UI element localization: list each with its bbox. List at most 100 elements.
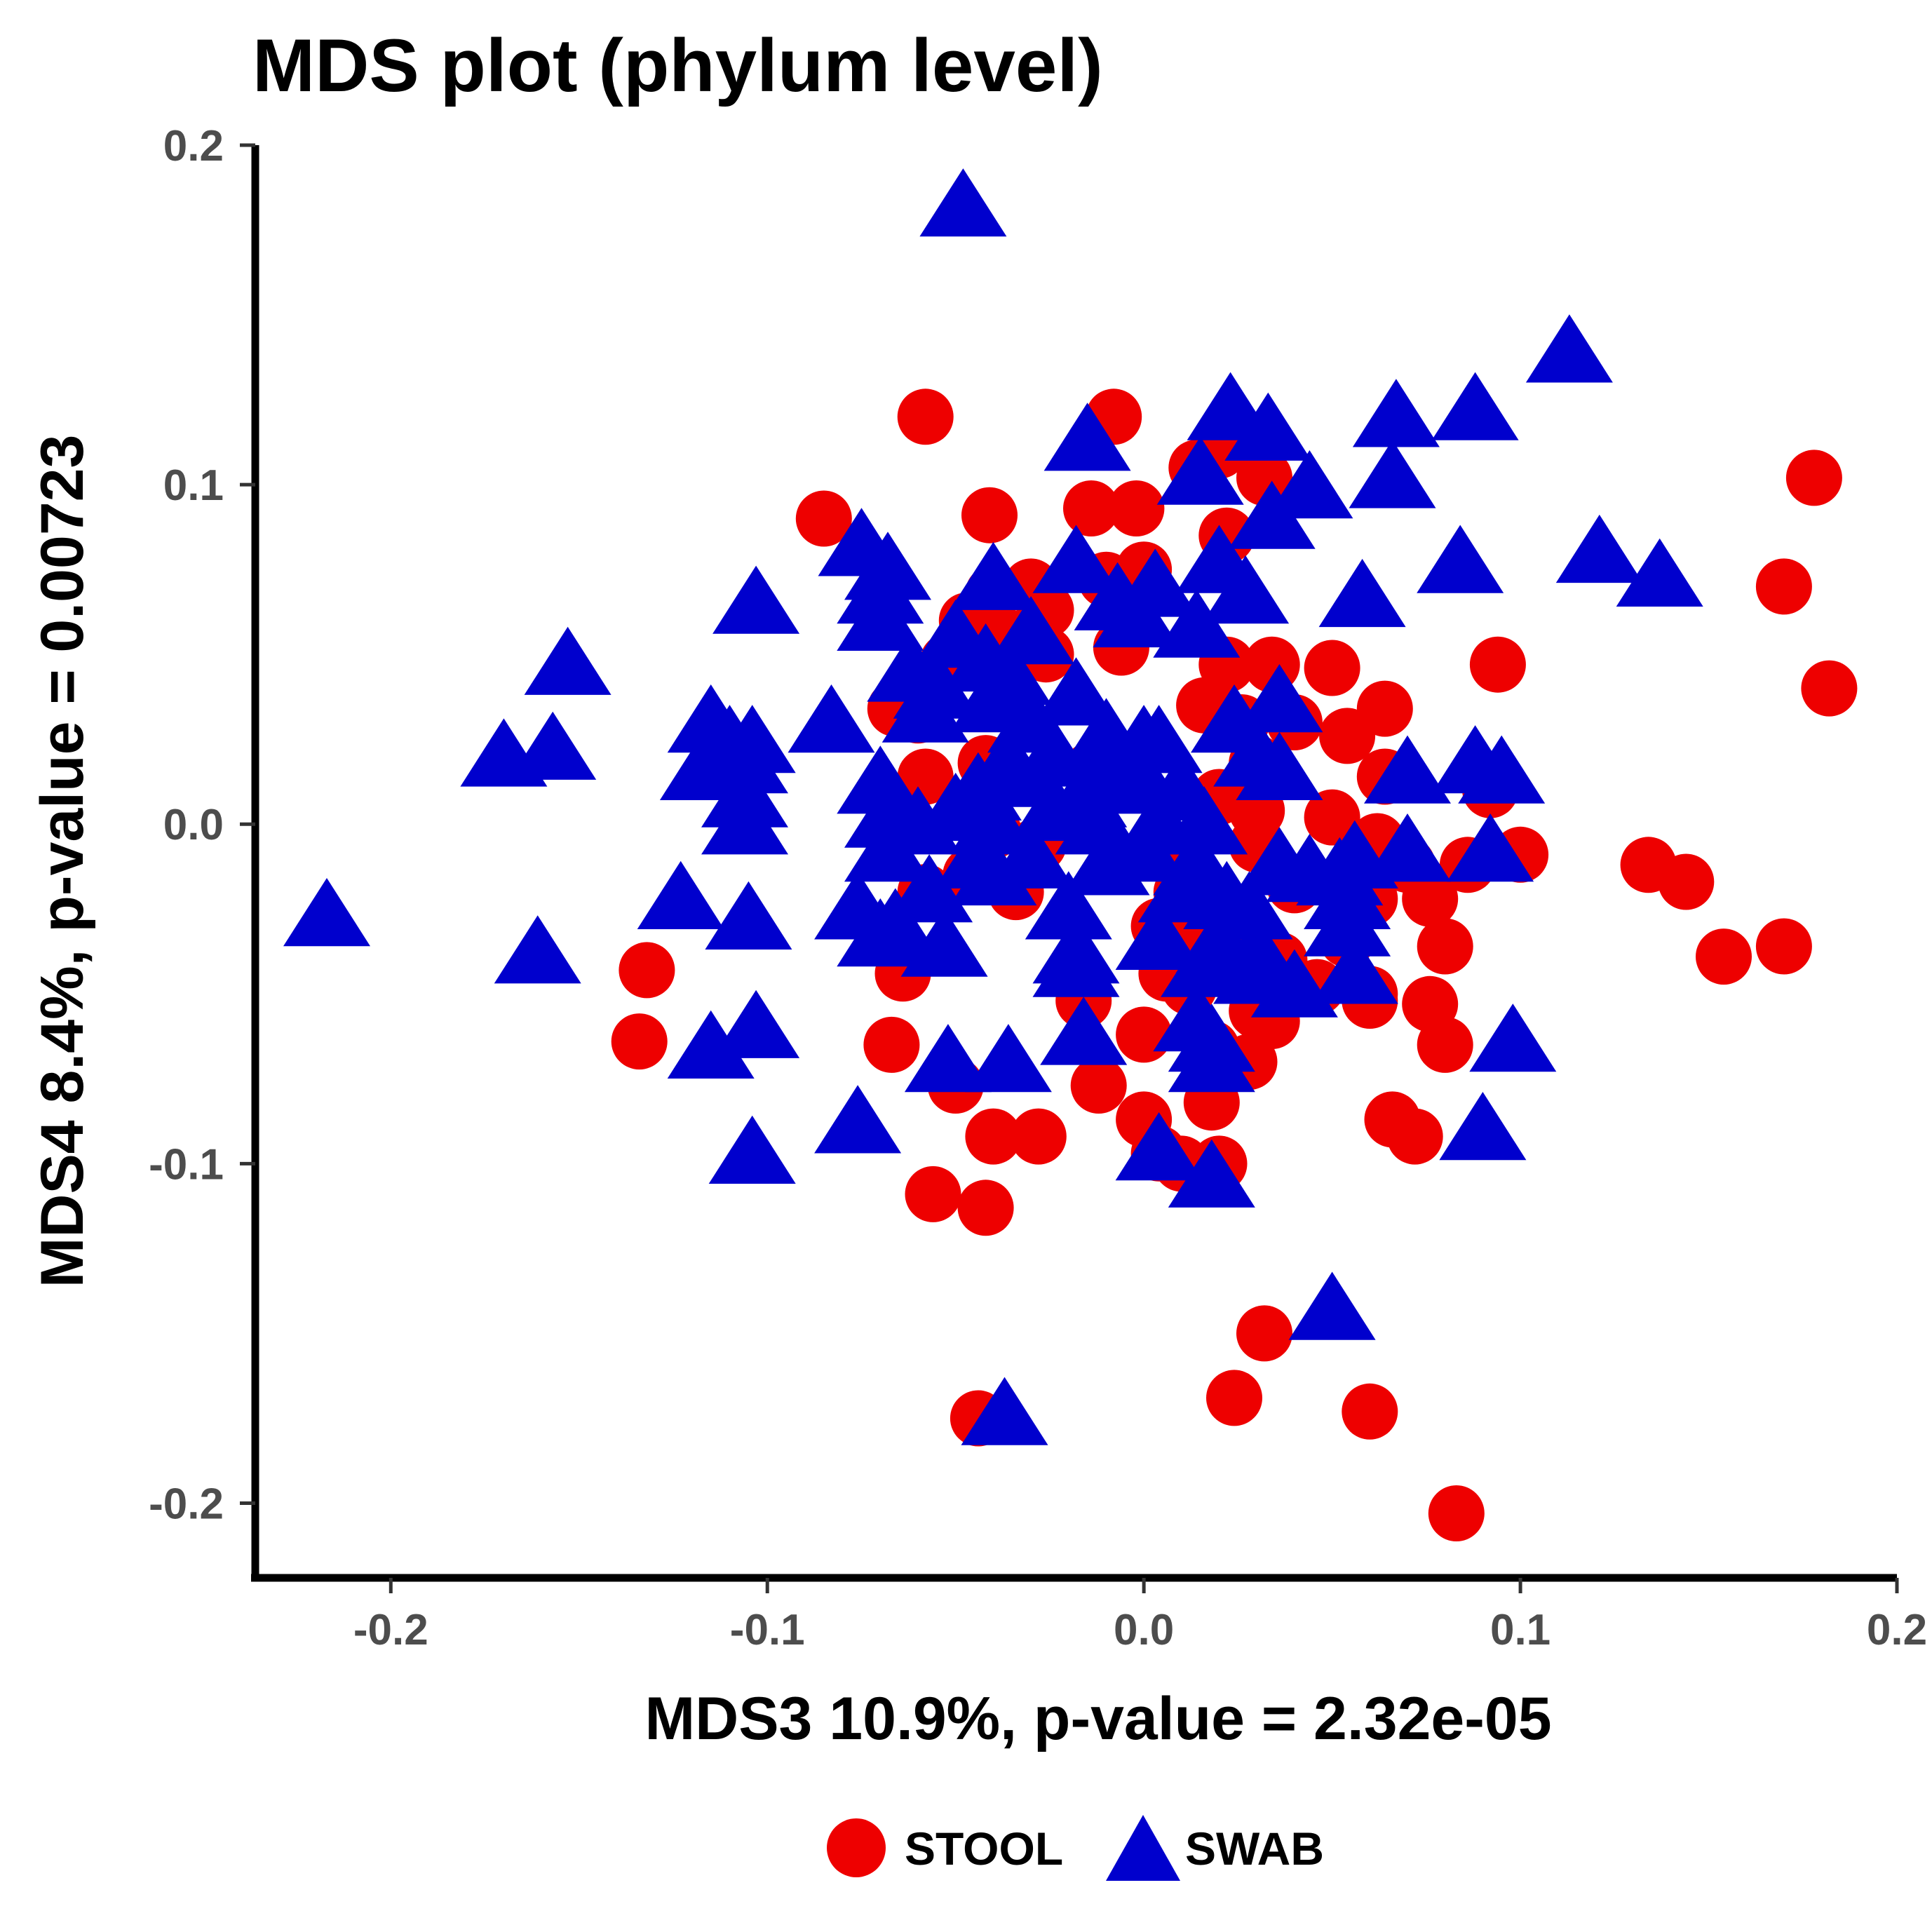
swab-point [1224, 392, 1312, 461]
stool-point [1658, 853, 1715, 910]
stool-point [1108, 480, 1165, 536]
swab-point [1616, 538, 1703, 607]
swab-point [904, 1024, 992, 1093]
stool-point [905, 1166, 961, 1222]
stool-point [1402, 870, 1459, 927]
axis-ticks: -0.2 -0.1 0.0 0.1 0.2 0.2 0.1 0.0 -0.1 -0.2 [149, 122, 1927, 1654]
swab-point [1431, 372, 1519, 440]
swab-point [708, 1115, 796, 1184]
swab-point [1032, 525, 1120, 593]
stool-point [1304, 640, 1360, 696]
axes [251, 145, 1897, 1582]
swab-point [637, 860, 724, 929]
swab-point [1115, 1112, 1203, 1181]
x-tick-label: -0.2 [353, 1606, 428, 1654]
x-axis-label: MDS3 10.9%, p-value = 2.32e-05 [644, 1685, 1551, 1752]
x-tick-label: 0.2 [1867, 1606, 1927, 1654]
swab-point [950, 837, 1037, 906]
series-swab [283, 168, 1703, 1445]
swab-point [964, 738, 1052, 807]
swab-point [1447, 813, 1534, 882]
swab-point [964, 1024, 1052, 1093]
stool-point [1304, 789, 1360, 846]
stool-point [957, 1180, 1014, 1236]
stool-point [1206, 1370, 1262, 1426]
stool-point [897, 389, 954, 445]
stool-point [1469, 636, 1526, 693]
legend-stool-marker [827, 1818, 886, 1877]
stool-point [619, 942, 675, 999]
legend: STOOL SWAB [827, 1815, 1324, 1881]
x-tick-label: -0.1 [730, 1606, 805, 1654]
swab-point [705, 881, 792, 950]
swab-point [1469, 1004, 1557, 1072]
swab-point [844, 813, 931, 882]
swab-point [1304, 888, 1391, 957]
y-tick-label: -0.2 [149, 1480, 224, 1528]
swab-point [701, 786, 788, 855]
stool-point [961, 487, 1018, 543]
legend-swab-marker [1106, 1815, 1180, 1881]
swab-point [837, 745, 924, 814]
stool-point [965, 1108, 1022, 1165]
swab-point [961, 1377, 1048, 1445]
stool-point [1755, 558, 1812, 615]
swab-point [1010, 718, 1097, 787]
swab-point [788, 684, 875, 753]
stool-point [1801, 660, 1858, 717]
swab-point [494, 915, 581, 984]
stool-point [1696, 928, 1752, 985]
stool-point [897, 748, 954, 805]
swab-point [712, 989, 800, 1058]
swab-point [667, 1010, 755, 1079]
swab-point [1417, 525, 1504, 593]
stool-point [1428, 1485, 1485, 1541]
swab-point [712, 565, 800, 634]
swab-point [950, 541, 1037, 610]
swab-point [1161, 928, 1248, 997]
swab-point [1202, 555, 1290, 624]
swab-point [1032, 657, 1120, 726]
plot-points [283, 168, 1858, 1541]
swab-point [1043, 403, 1131, 471]
y-tick-label: 0.0 [163, 801, 224, 849]
swab-point [814, 1085, 902, 1154]
stool-point [863, 1016, 920, 1073]
stool-point [1417, 1016, 1473, 1073]
y-axis-label: MDS4 8.4%, p-value = 0.00723 [29, 435, 96, 1288]
swab-point [524, 626, 612, 695]
x-tick-label: 0.1 [1490, 1606, 1551, 1654]
swab-point [1025, 871, 1112, 940]
swab-point [1555, 514, 1643, 583]
swab-point [1458, 735, 1546, 804]
swab-point [1288, 1271, 1376, 1340]
y-tick-label: 0.1 [163, 461, 224, 510]
stool-point [795, 490, 852, 547]
stool-point [611, 1013, 668, 1070]
swab-point [881, 674, 969, 743]
y-tick-label: -0.1 [149, 1140, 224, 1189]
stool-point [1342, 1383, 1398, 1440]
swab-point [900, 908, 988, 977]
swab-point [1161, 786, 1248, 855]
swab-point [1364, 813, 1451, 882]
stool-point [1236, 1305, 1292, 1362]
swab-point [509, 711, 597, 780]
swab-point [1318, 558, 1406, 628]
stool-point [1785, 450, 1842, 506]
swab-point [1055, 786, 1142, 855]
swab-point [1236, 731, 1323, 800]
swab-point [283, 878, 370, 947]
stool-point [1063, 480, 1119, 536]
swab-point [1093, 579, 1180, 648]
swab-point [919, 168, 1007, 237]
stool-point [1417, 918, 1473, 975]
chart-title: MDS plot (phylum level) [252, 23, 1103, 107]
stool-point [1356, 680, 1413, 737]
stool-point [1386, 1108, 1443, 1165]
swab-point [1040, 997, 1128, 1065]
swab-point [1311, 935, 1398, 1004]
swab-point [1266, 834, 1353, 903]
swab-point [837, 582, 924, 651]
